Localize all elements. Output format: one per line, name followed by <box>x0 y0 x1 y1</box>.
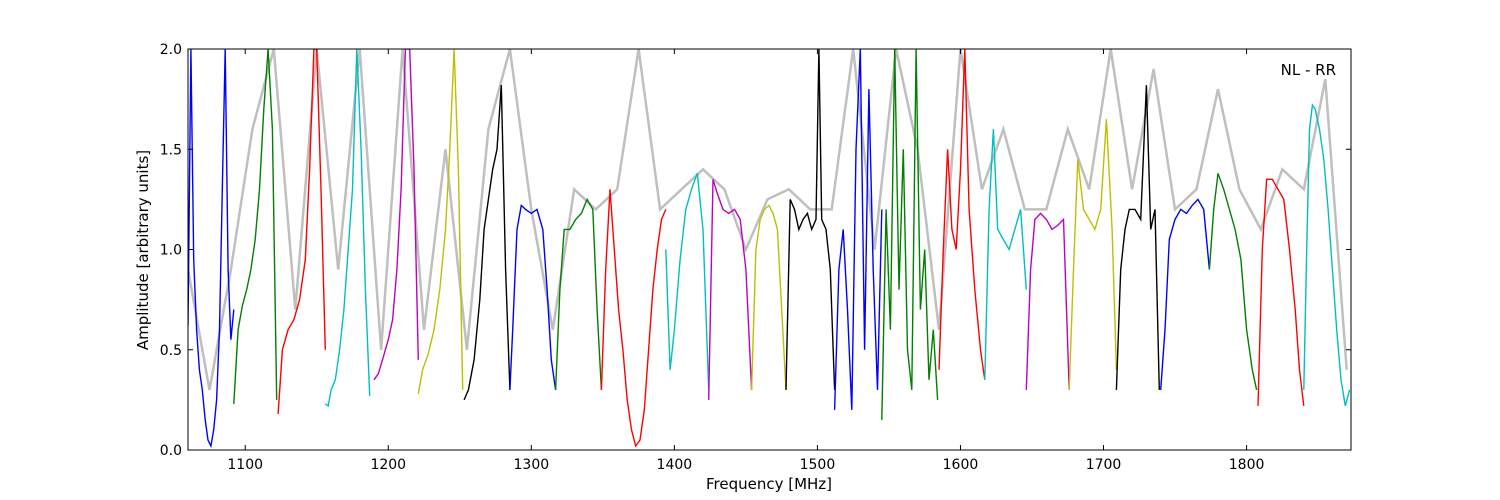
series-line-25 <box>1303 103 1351 407</box>
series-line-1 <box>188 49 235 449</box>
series-line-5 <box>373 49 419 381</box>
series-line-3 <box>277 49 326 414</box>
series-line-18 <box>984 129 1027 380</box>
ticks-layer: 1100 1200 1300 1400 1500 1600 1700 1800 0.0 0.5 1.… <box>160 42 1351 473</box>
y-tick-label: 1.5 <box>160 142 182 158</box>
y-axis-title: Amplitude [arbitrary units] <box>134 150 152 350</box>
series-line-23 <box>1208 173 1258 391</box>
series-line-10 <box>600 189 667 448</box>
x-tick-label: 1700 <box>1086 457 1122 473</box>
plot-area <box>188 49 1351 450</box>
series-line-16 <box>881 49 939 420</box>
series-line-2 <box>233 49 278 404</box>
x-tick-label: 1600 <box>943 457 979 473</box>
x-tick-label: 1400 <box>657 457 693 473</box>
x-tick-label: 1300 <box>514 457 550 473</box>
y-tick-label: 0.5 <box>160 343 182 359</box>
x-tick-label: 1800 <box>1229 457 1265 473</box>
series-line-15 <box>833 49 883 410</box>
y-tick-label: 1.0 <box>160 243 182 259</box>
series-line-8 <box>509 204 557 390</box>
background-trace-layer <box>188 49 1348 391</box>
x-tick-label: 1200 <box>370 457 406 473</box>
y-tick-label: 0.0 <box>160 443 182 459</box>
series-line-4 <box>324 49 371 408</box>
series-line-22 <box>1160 198 1211 390</box>
series-layer <box>188 49 1351 449</box>
series-line-12 <box>708 179 753 400</box>
series-line-9 <box>554 197 603 390</box>
series-line-20 <box>1068 119 1118 390</box>
series-line-13 <box>750 204 787 390</box>
series-line-14 <box>785 49 836 390</box>
x-tick-label: 1100 <box>227 457 263 473</box>
series-line-21 <box>1115 85 1160 390</box>
series-line-7 <box>463 85 511 401</box>
series-line-11 <box>665 173 710 390</box>
background-trace-line <box>188 49 1348 391</box>
series-line-17 <box>938 49 986 380</box>
series-line-19 <box>1025 212 1070 390</box>
chart-annotation: NL - RR <box>1281 61 1336 79</box>
x-tick-label: 1500 <box>800 457 836 473</box>
series-line-24 <box>1257 178 1305 406</box>
y-tick-label: 2.0 <box>160 42 182 58</box>
series-line-6 <box>417 49 464 395</box>
x-axis-title: Frequency [MHz] <box>706 475 832 493</box>
